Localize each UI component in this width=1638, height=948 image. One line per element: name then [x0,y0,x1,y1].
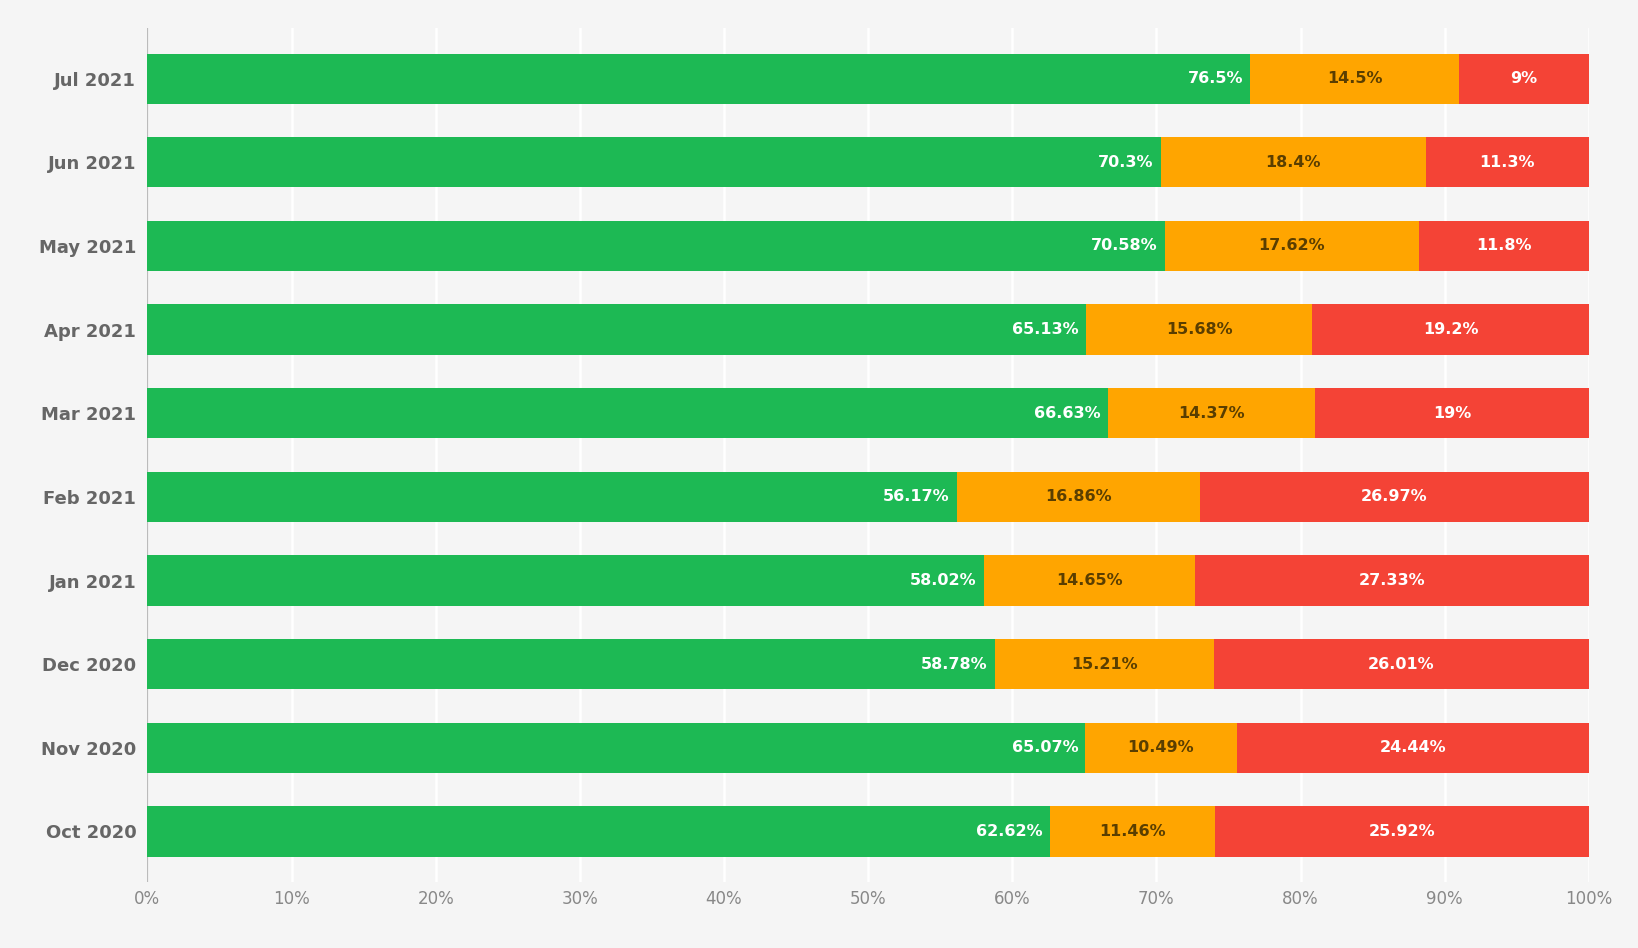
Bar [984,556,1194,606]
Bar [1419,221,1589,271]
Bar [147,221,1165,271]
Text: 76.5%: 76.5% [1188,71,1243,86]
Text: 18.4%: 18.4% [1266,155,1322,170]
Text: 26.01%: 26.01% [1368,657,1435,671]
Bar [147,137,1161,188]
Text: 14.37%: 14.37% [1178,406,1245,421]
Text: 11.8%: 11.8% [1476,239,1532,253]
Text: 17.62%: 17.62% [1258,239,1325,253]
Text: 26.97%: 26.97% [1361,489,1428,504]
Bar [1050,807,1215,857]
Text: 58.78%: 58.78% [921,657,988,671]
Bar [147,388,1107,438]
Text: 14.5%: 14.5% [1327,71,1382,86]
Bar [1086,304,1312,355]
Bar [1250,53,1459,103]
Text: 25.92%: 25.92% [1369,824,1435,839]
Text: 14.65%: 14.65% [1057,573,1122,588]
Bar [1086,722,1237,773]
Text: 62.62%: 62.62% [976,824,1043,839]
Text: 19.2%: 19.2% [1423,322,1479,337]
Bar [1214,639,1589,689]
Bar [1194,556,1589,606]
Text: 9%: 9% [1510,71,1538,86]
Text: 65.07%: 65.07% [1012,740,1078,756]
Bar [1315,388,1589,438]
Bar [1459,53,1589,103]
Bar [147,807,1050,857]
Bar [147,304,1086,355]
Text: 15.21%: 15.21% [1071,657,1138,671]
Bar [1427,137,1589,188]
Bar [147,53,1250,103]
Bar [1165,221,1419,271]
Text: 11.3%: 11.3% [1479,155,1535,170]
Bar [147,472,957,522]
Text: 70.3%: 70.3% [1097,155,1153,170]
Bar [147,556,984,606]
Bar [147,639,994,689]
Bar [1215,807,1589,857]
Text: 66.63%: 66.63% [1034,406,1101,421]
Text: 19%: 19% [1433,406,1471,421]
Bar [957,472,1201,522]
Text: 58.02%: 58.02% [911,573,976,588]
Text: 56.17%: 56.17% [883,489,950,504]
Text: 24.44%: 24.44% [1379,740,1446,756]
Text: 16.86%: 16.86% [1045,489,1112,504]
Bar [1312,304,1589,355]
Bar [147,722,1086,773]
Text: 11.46%: 11.46% [1099,824,1166,839]
Text: 15.68%: 15.68% [1166,322,1232,337]
Text: 70.58%: 70.58% [1091,239,1158,253]
Text: 65.13%: 65.13% [1012,322,1079,337]
Bar [1201,472,1589,522]
Bar [1161,137,1427,188]
Bar [1107,388,1315,438]
Bar [1237,722,1589,773]
Text: 10.49%: 10.49% [1127,740,1194,756]
Text: 27.33%: 27.33% [1358,573,1425,588]
Bar [994,639,1214,689]
